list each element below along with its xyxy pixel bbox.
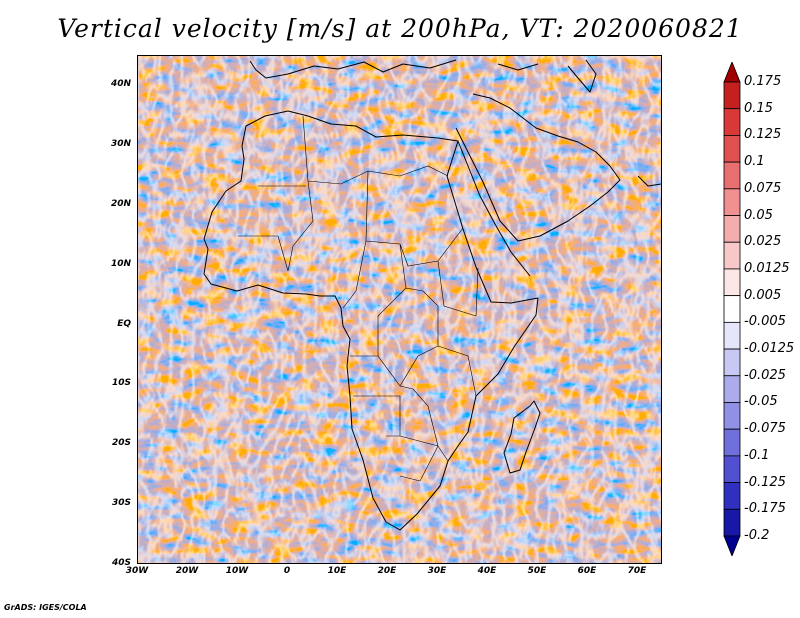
colorbar-label: -0.175 [744, 501, 786, 517]
lon-tick-label: 10W [225, 566, 249, 576]
lon-tick-label: 30E [427, 566, 447, 576]
colorbar [723, 62, 741, 556]
lat-tick-label: EQ [117, 318, 131, 329]
africa-coastline [203, 110, 539, 531]
lon-tick-label: 60E [577, 566, 597, 576]
colorbar-box [723, 135, 741, 163]
colorbar-box [723, 321, 741, 350]
country-borders [238, 115, 479, 482]
colorbar-box [723, 215, 741, 243]
lon-tick-label: 0 [283, 566, 291, 576]
colorbar-box [723, 295, 741, 323]
map-title: Vertical velocity [m/s] at 200hPa, VT: 2… [57, 14, 743, 43]
colorbar-label: -0.075 [744, 421, 786, 437]
colorbar-box [723, 161, 741, 190]
colorbar-bottom-arrow [723, 535, 741, 556]
colorbar-label: -0.025 [744, 367, 786, 383]
colorbar-label: 0.075 [744, 180, 782, 196]
colorbar-label: 0.0125 [744, 260, 790, 276]
colorbar-label: -0.2 [744, 528, 770, 543]
colorbar-label: 0.005 [744, 287, 782, 303]
colorbar-box [723, 108, 741, 136]
lon-tick-label: 40E [477, 566, 497, 576]
colorbar-label: -0.05 [744, 394, 778, 410]
grads-credit: GrADS: IGES/COLA [4, 603, 87, 612]
lat-tick-label: 10S [111, 378, 131, 389]
colorbar-label: -0.005 [744, 314, 786, 330]
colorbar-label: 0.15 [744, 100, 773, 116]
colorbar-label: 0.125 [744, 127, 782, 143]
lat-tick-label: 30S [111, 498, 131, 509]
lat-tick-label: 20N [110, 198, 131, 209]
black-sea-coastline [497, 63, 539, 71]
colorbar-label: 0.175 [744, 74, 782, 89]
border-lines [238, 115, 479, 482]
colorbar-label: -0.0125 [744, 341, 795, 357]
lat-tick-label: 20S [111, 438, 131, 449]
colorbar-box [723, 508, 741, 537]
arabia-coastline [455, 93, 621, 242]
map-panel [137, 55, 662, 564]
velocity-field-highlights [138, 56, 661, 563]
colorbar-box [723, 402, 741, 430]
colorbar-box [723, 268, 741, 297]
colorbar-box [723, 348, 741, 377]
colorbar-box [723, 482, 741, 510]
lat-tick-label: 40N [110, 79, 131, 89]
lon-tick-label: 30W [125, 566, 149, 576]
vertical-velocity-map [138, 56, 661, 563]
colorbar-box [723, 375, 741, 403]
india-coastline [637, 175, 661, 187]
europe-coastline [249, 59, 457, 79]
colorbar-box [723, 428, 741, 457]
red-sea-coastline [457, 140, 531, 277]
colorbar-box [723, 81, 741, 110]
colorbar-label: -0.1 [744, 447, 770, 463]
lat-tick-label: 30N [110, 138, 131, 149]
colorbar-label: 0.025 [744, 234, 782, 250]
lon-tick-label: 50E [527, 566, 547, 576]
lon-tick-label: 20W [175, 566, 199, 576]
colorbar-box [723, 188, 741, 216]
colorbar-label: -0.125 [744, 474, 786, 490]
lon-tick-label: 70E [627, 566, 647, 576]
colorbar-top-arrow [723, 62, 741, 83]
lat-tick-label: 40S [111, 558, 131, 568]
lon-tick-label: 10E [327, 566, 347, 576]
colorbar-box [723, 455, 741, 483]
caspian-coastline [567, 59, 597, 93]
coastlines [203, 59, 661, 531]
colorbar-box [723, 241, 741, 270]
lon-tick-label: 20E [377, 566, 397, 576]
lat-tick-label: 10N [110, 258, 131, 269]
colorbar-label: 0.1 [744, 154, 765, 170]
madagascar-coastline [503, 400, 541, 474]
colorbar-label: 0.05 [744, 207, 773, 223]
